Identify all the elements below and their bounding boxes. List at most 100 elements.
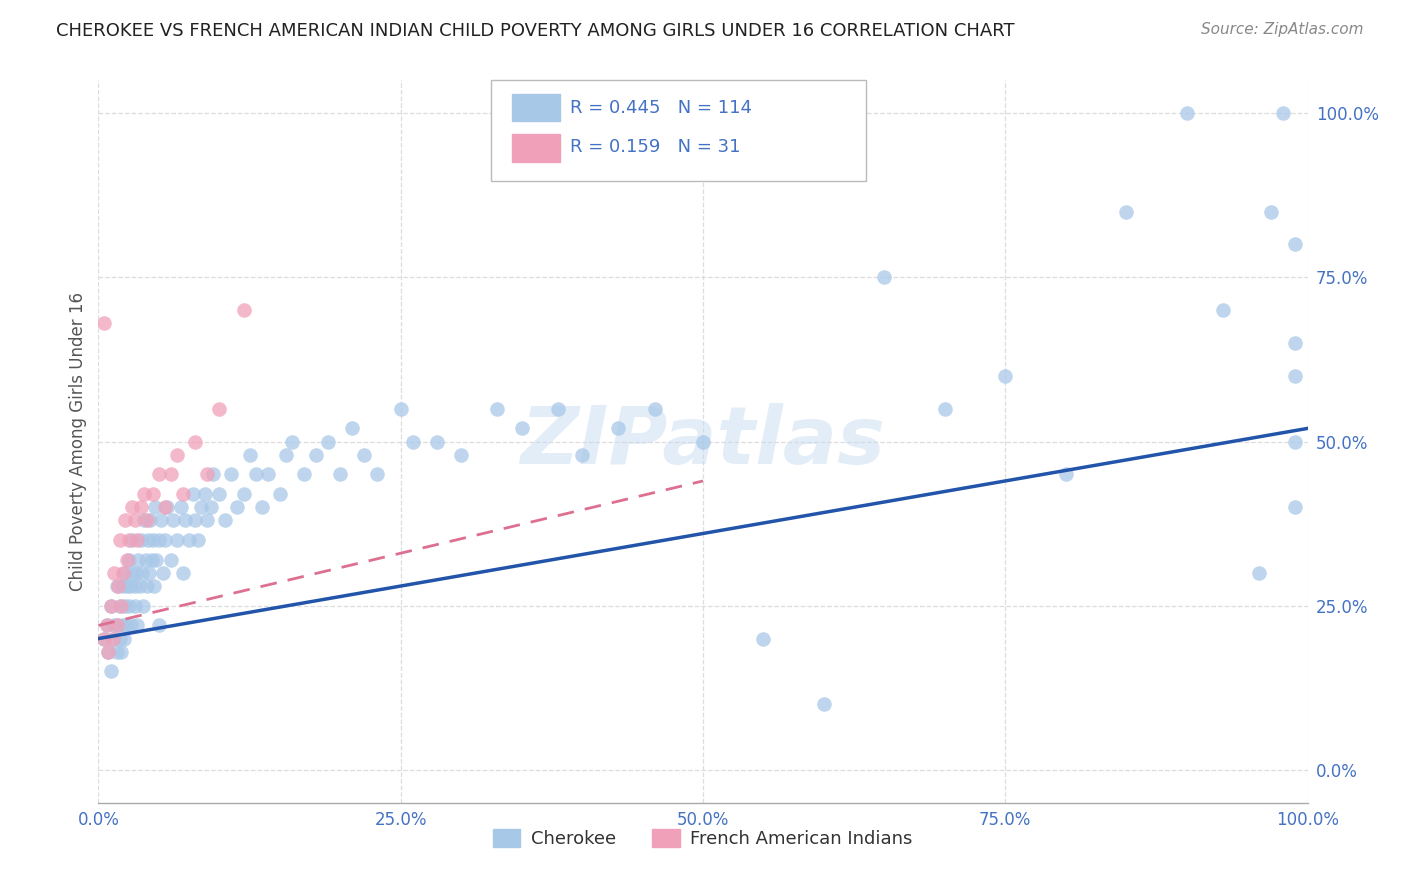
Point — [1054, 467, 1077, 482]
Text: CHEROKEE VS FRENCH AMERICAN INDIAN CHILD POVERTY AMONG GIRLS UNDER 16 CORRELATIO: CHEROKEE VS FRENCH AMERICAN INDIAN CHILD… — [56, 22, 1015, 40]
Point — [160, 553, 183, 567]
FancyBboxPatch shape — [512, 135, 561, 162]
Point — [1115, 204, 1137, 219]
Point — [145, 553, 167, 567]
Point — [135, 579, 157, 593]
Point — [813, 698, 835, 712]
Point — [153, 500, 176, 515]
Point — [93, 632, 115, 646]
Point — [100, 599, 122, 613]
Point — [138, 566, 160, 580]
Point — [1212, 303, 1234, 318]
Point — [107, 618, 129, 632]
Point — [195, 513, 218, 527]
Point — [1284, 434, 1306, 449]
Point — [200, 500, 222, 515]
Point — [607, 421, 630, 435]
Point — [172, 566, 194, 580]
Point — [127, 553, 149, 567]
Point — [101, 632, 124, 646]
Point — [486, 401, 509, 416]
Point — [153, 533, 176, 547]
Point — [148, 618, 170, 632]
Point — [125, 566, 148, 580]
Point — [342, 421, 364, 435]
Point — [128, 579, 150, 593]
Legend: Cherokee, French American Indians: Cherokee, French American Indians — [486, 822, 920, 855]
Point — [353, 448, 375, 462]
Point — [110, 645, 132, 659]
Point — [148, 467, 170, 482]
Point — [117, 579, 139, 593]
FancyBboxPatch shape — [512, 94, 561, 121]
Point — [239, 448, 262, 462]
Point — [1249, 566, 1271, 580]
Point — [100, 665, 122, 679]
Point — [118, 579, 141, 593]
Point — [121, 533, 143, 547]
Text: Source: ZipAtlas.com: Source: ZipAtlas.com — [1201, 22, 1364, 37]
Point — [305, 448, 328, 462]
Point — [281, 434, 304, 449]
Point — [129, 533, 152, 547]
Point — [402, 434, 425, 449]
Point — [752, 632, 775, 646]
Point — [142, 487, 165, 501]
Point — [136, 533, 159, 547]
Point — [105, 579, 128, 593]
Point — [114, 513, 136, 527]
Point — [195, 467, 218, 482]
Point — [131, 566, 153, 580]
Point — [571, 448, 593, 462]
Point — [232, 303, 254, 318]
Point — [96, 618, 118, 632]
Point — [112, 632, 135, 646]
Point — [127, 618, 149, 632]
Point — [156, 500, 179, 515]
Point — [426, 434, 449, 449]
Point — [181, 487, 204, 501]
Point — [135, 553, 157, 567]
Point — [134, 513, 156, 527]
Point — [160, 467, 183, 482]
Point — [152, 566, 174, 580]
Point — [510, 421, 533, 435]
Point — [101, 632, 124, 646]
Point — [111, 579, 134, 593]
Point — [132, 599, 155, 613]
Point — [134, 487, 156, 501]
Point — [221, 467, 243, 482]
Point — [110, 599, 132, 613]
Point — [994, 368, 1017, 383]
Point — [108, 632, 131, 646]
Point — [143, 579, 166, 593]
Point — [329, 467, 352, 482]
Point — [118, 533, 141, 547]
Y-axis label: Child Poverty Among Girls Under 16: Child Poverty Among Girls Under 16 — [69, 292, 87, 591]
Point — [226, 500, 249, 515]
Point — [121, 566, 143, 580]
Point — [250, 500, 273, 515]
Text: ZIPatlas: ZIPatlas — [520, 402, 886, 481]
Point — [124, 579, 146, 593]
Point — [141, 553, 163, 567]
Point — [97, 645, 120, 659]
Point — [316, 434, 339, 449]
Point — [103, 566, 125, 580]
Point — [118, 599, 141, 613]
Point — [111, 618, 134, 632]
Point — [115, 618, 138, 632]
Point — [103, 618, 125, 632]
Point — [142, 533, 165, 547]
Point — [873, 270, 896, 285]
Point — [1284, 336, 1306, 351]
Point — [139, 513, 162, 527]
Point — [232, 487, 254, 501]
Point — [274, 448, 297, 462]
Point — [1175, 106, 1198, 120]
Text: R = 0.445   N = 114: R = 0.445 N = 114 — [569, 99, 752, 117]
Point — [148, 533, 170, 547]
Point — [124, 599, 146, 613]
Point — [366, 467, 388, 482]
Point — [117, 553, 139, 567]
